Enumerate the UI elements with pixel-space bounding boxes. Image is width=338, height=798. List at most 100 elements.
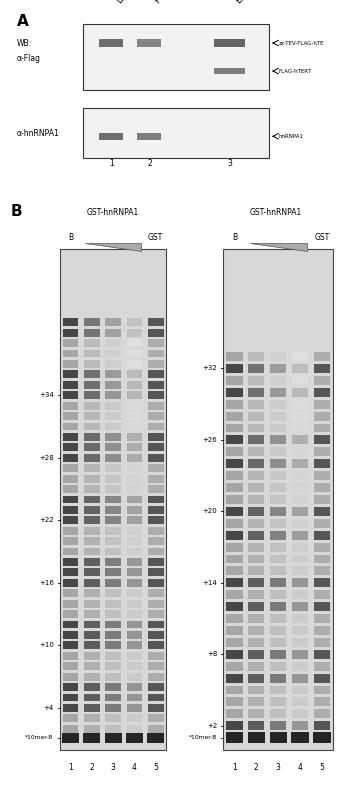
Text: +10: +10 (39, 642, 54, 648)
Bar (84, 381, 100, 389)
Bar (105, 339, 121, 347)
Bar (270, 400, 286, 409)
Bar (63, 662, 78, 670)
Bar (84, 318, 100, 326)
Bar (148, 590, 164, 597)
Bar (126, 568, 142, 576)
Bar (226, 507, 243, 516)
Bar (105, 631, 121, 639)
Bar (226, 543, 243, 551)
Bar (248, 662, 264, 670)
Bar (126, 496, 142, 504)
Bar (248, 376, 264, 385)
Bar (148, 464, 164, 472)
Bar (314, 531, 330, 539)
Bar (248, 650, 264, 659)
Bar (226, 483, 243, 492)
Bar (126, 516, 142, 524)
Bar (63, 704, 78, 712)
Bar (226, 614, 243, 623)
Text: 5: 5 (153, 763, 158, 772)
Bar (63, 496, 78, 504)
Bar (63, 433, 78, 440)
Bar (226, 459, 243, 468)
Bar (63, 516, 78, 524)
Text: Eluate: Eluate (234, 0, 258, 6)
Bar (248, 709, 264, 718)
Bar (248, 459, 264, 468)
Bar (63, 558, 78, 566)
Bar (292, 697, 308, 706)
Bar (226, 412, 243, 421)
Bar (105, 360, 121, 368)
Bar (314, 662, 330, 670)
Bar (84, 590, 100, 597)
Bar (270, 591, 286, 599)
Bar (314, 555, 330, 563)
Bar (248, 495, 264, 504)
Text: Load: Load (115, 0, 135, 6)
Bar (126, 412, 142, 420)
Bar (84, 537, 100, 545)
Bar (314, 459, 330, 468)
Bar (314, 483, 330, 492)
Text: +16: +16 (39, 580, 54, 586)
Bar (126, 631, 142, 639)
Bar (148, 401, 164, 409)
Bar (148, 391, 164, 399)
Text: *10mer-B: *10mer-B (25, 735, 54, 740)
Bar (63, 485, 78, 493)
Bar (84, 735, 100, 743)
Bar (248, 685, 264, 694)
Bar (105, 652, 121, 660)
Bar (314, 519, 330, 527)
Bar (270, 662, 286, 670)
Bar (270, 602, 286, 611)
Text: WB:: WB: (17, 38, 32, 48)
Bar (105, 621, 121, 628)
Polygon shape (86, 243, 141, 251)
Bar (148, 673, 164, 681)
Bar (104, 733, 122, 743)
Bar (270, 352, 286, 361)
Bar (63, 621, 78, 628)
Bar (248, 519, 264, 527)
Text: B: B (10, 204, 22, 219)
Bar (314, 591, 330, 599)
Bar (148, 683, 164, 691)
Bar (148, 714, 164, 722)
Bar (148, 475, 164, 483)
Bar (105, 725, 121, 733)
Bar (226, 685, 243, 694)
Bar (270, 555, 286, 563)
Bar (105, 590, 121, 597)
Bar (126, 329, 142, 337)
Bar (226, 352, 243, 361)
Bar (270, 471, 286, 480)
Bar (62, 733, 79, 743)
Bar (292, 721, 308, 730)
Bar (314, 733, 330, 742)
Bar (248, 352, 264, 361)
Bar (63, 527, 78, 535)
Bar (248, 388, 264, 397)
Bar (270, 626, 286, 635)
Bar (247, 732, 265, 744)
Bar (126, 725, 142, 733)
Bar (84, 329, 100, 337)
Bar (63, 683, 78, 691)
Text: +14: +14 (202, 580, 217, 586)
Bar (126, 735, 142, 743)
Bar (63, 475, 78, 483)
Bar (126, 318, 142, 326)
Bar (226, 732, 243, 744)
Bar (314, 400, 330, 409)
Bar (63, 370, 78, 378)
Bar (226, 638, 243, 647)
Bar (148, 360, 164, 368)
Text: 3: 3 (111, 763, 116, 772)
Bar (248, 531, 264, 539)
Bar (270, 483, 286, 492)
Bar (126, 590, 142, 597)
Bar (63, 735, 78, 743)
